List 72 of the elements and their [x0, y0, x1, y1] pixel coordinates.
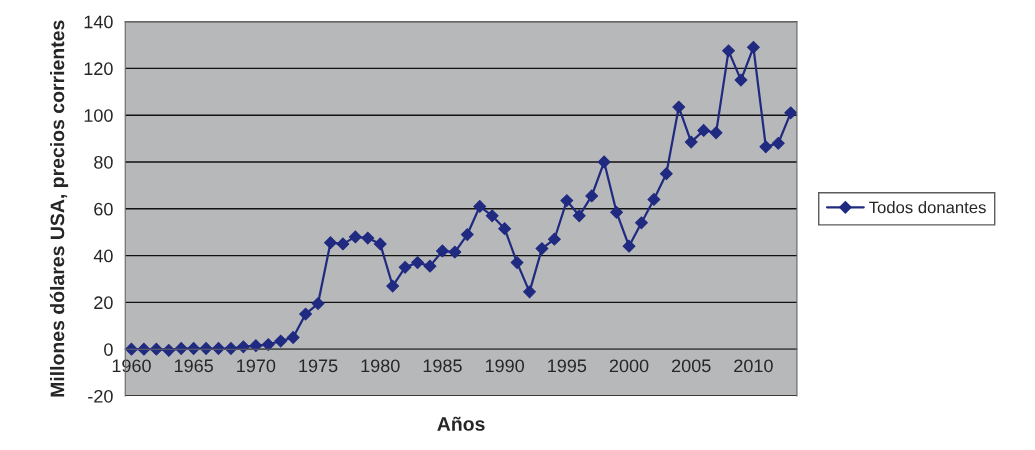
point — [672, 100, 686, 114]
y-tick-label: 120 — [84, 62, 113, 76]
point — [324, 236, 337, 250]
y-tick-label: 0 — [104, 343, 113, 356]
x-tick-label: 1985 — [423, 359, 462, 373]
point — [697, 124, 711, 137]
x-tick-label: 1980 — [361, 359, 400, 373]
x-tick-label: 2000 — [609, 359, 649, 373]
y-tick-label: 40 — [93, 249, 113, 263]
point — [386, 279, 400, 293]
x-tick-label: 2005 — [672, 359, 711, 373]
point — [635, 216, 648, 230]
point — [199, 342, 213, 355]
point — [585, 189, 599, 203]
y-tick-label: 20 — [94, 296, 113, 310]
point — [759, 140, 773, 154]
point — [149, 342, 163, 356]
point — [498, 222, 512, 236]
x-tick-label: 1975 — [299, 359, 338, 373]
point — [373, 237, 387, 251]
point — [535, 242, 549, 255]
point — [547, 232, 561, 246]
point — [436, 244, 449, 258]
point — [771, 136, 785, 150]
y-tick-label: 80 — [94, 155, 113, 169]
point — [348, 230, 362, 244]
point — [299, 307, 313, 321]
point — [224, 342, 238, 355]
point — [286, 331, 300, 344]
point — [722, 44, 735, 58]
x-tick-label: 1965 — [174, 359, 213, 373]
point — [448, 245, 462, 259]
point — [647, 193, 661, 206]
point — [261, 338, 275, 351]
point — [485, 209, 499, 223]
point — [274, 334, 288, 348]
point — [597, 155, 611, 169]
point — [510, 256, 524, 270]
point — [659, 167, 673, 181]
point — [249, 339, 263, 353]
y-tick-label: -20 — [88, 389, 113, 403]
point — [784, 106, 797, 120]
point — [460, 228, 474, 241]
x-tick-label: 1990 — [485, 359, 525, 373]
point — [473, 200, 487, 213]
point — [336, 237, 350, 251]
point — [684, 135, 698, 149]
point — [734, 73, 748, 87]
y-tick-label: 100 — [84, 109, 113, 122]
point — [523, 285, 536, 299]
point — [560, 194, 574, 208]
point — [622, 239, 636, 253]
point — [398, 260, 412, 274]
x-tick-label: 1960 — [112, 359, 151, 373]
point — [572, 209, 586, 223]
y-tick-label: 140 — [84, 15, 113, 29]
point — [423, 259, 437, 273]
point — [747, 40, 760, 54]
x-tick-label: 1995 — [548, 359, 587, 373]
point — [236, 340, 250, 354]
point — [411, 256, 424, 270]
y-tick-label: 60 — [94, 202, 113, 216]
x-tick-label: 2010 — [734, 359, 773, 373]
x-tick-label: 1970 — [237, 359, 276, 373]
point — [361, 231, 375, 245]
point — [311, 297, 325, 310]
y-axis-title: Millones dólares USA, precios corrientes — [49, 20, 69, 397]
point — [709, 126, 723, 140]
point — [162, 343, 176, 357]
x-axis-title: Años — [437, 416, 485, 431]
legend-label: Todos donantes — [869, 201, 986, 214]
point — [610, 205, 623, 219]
